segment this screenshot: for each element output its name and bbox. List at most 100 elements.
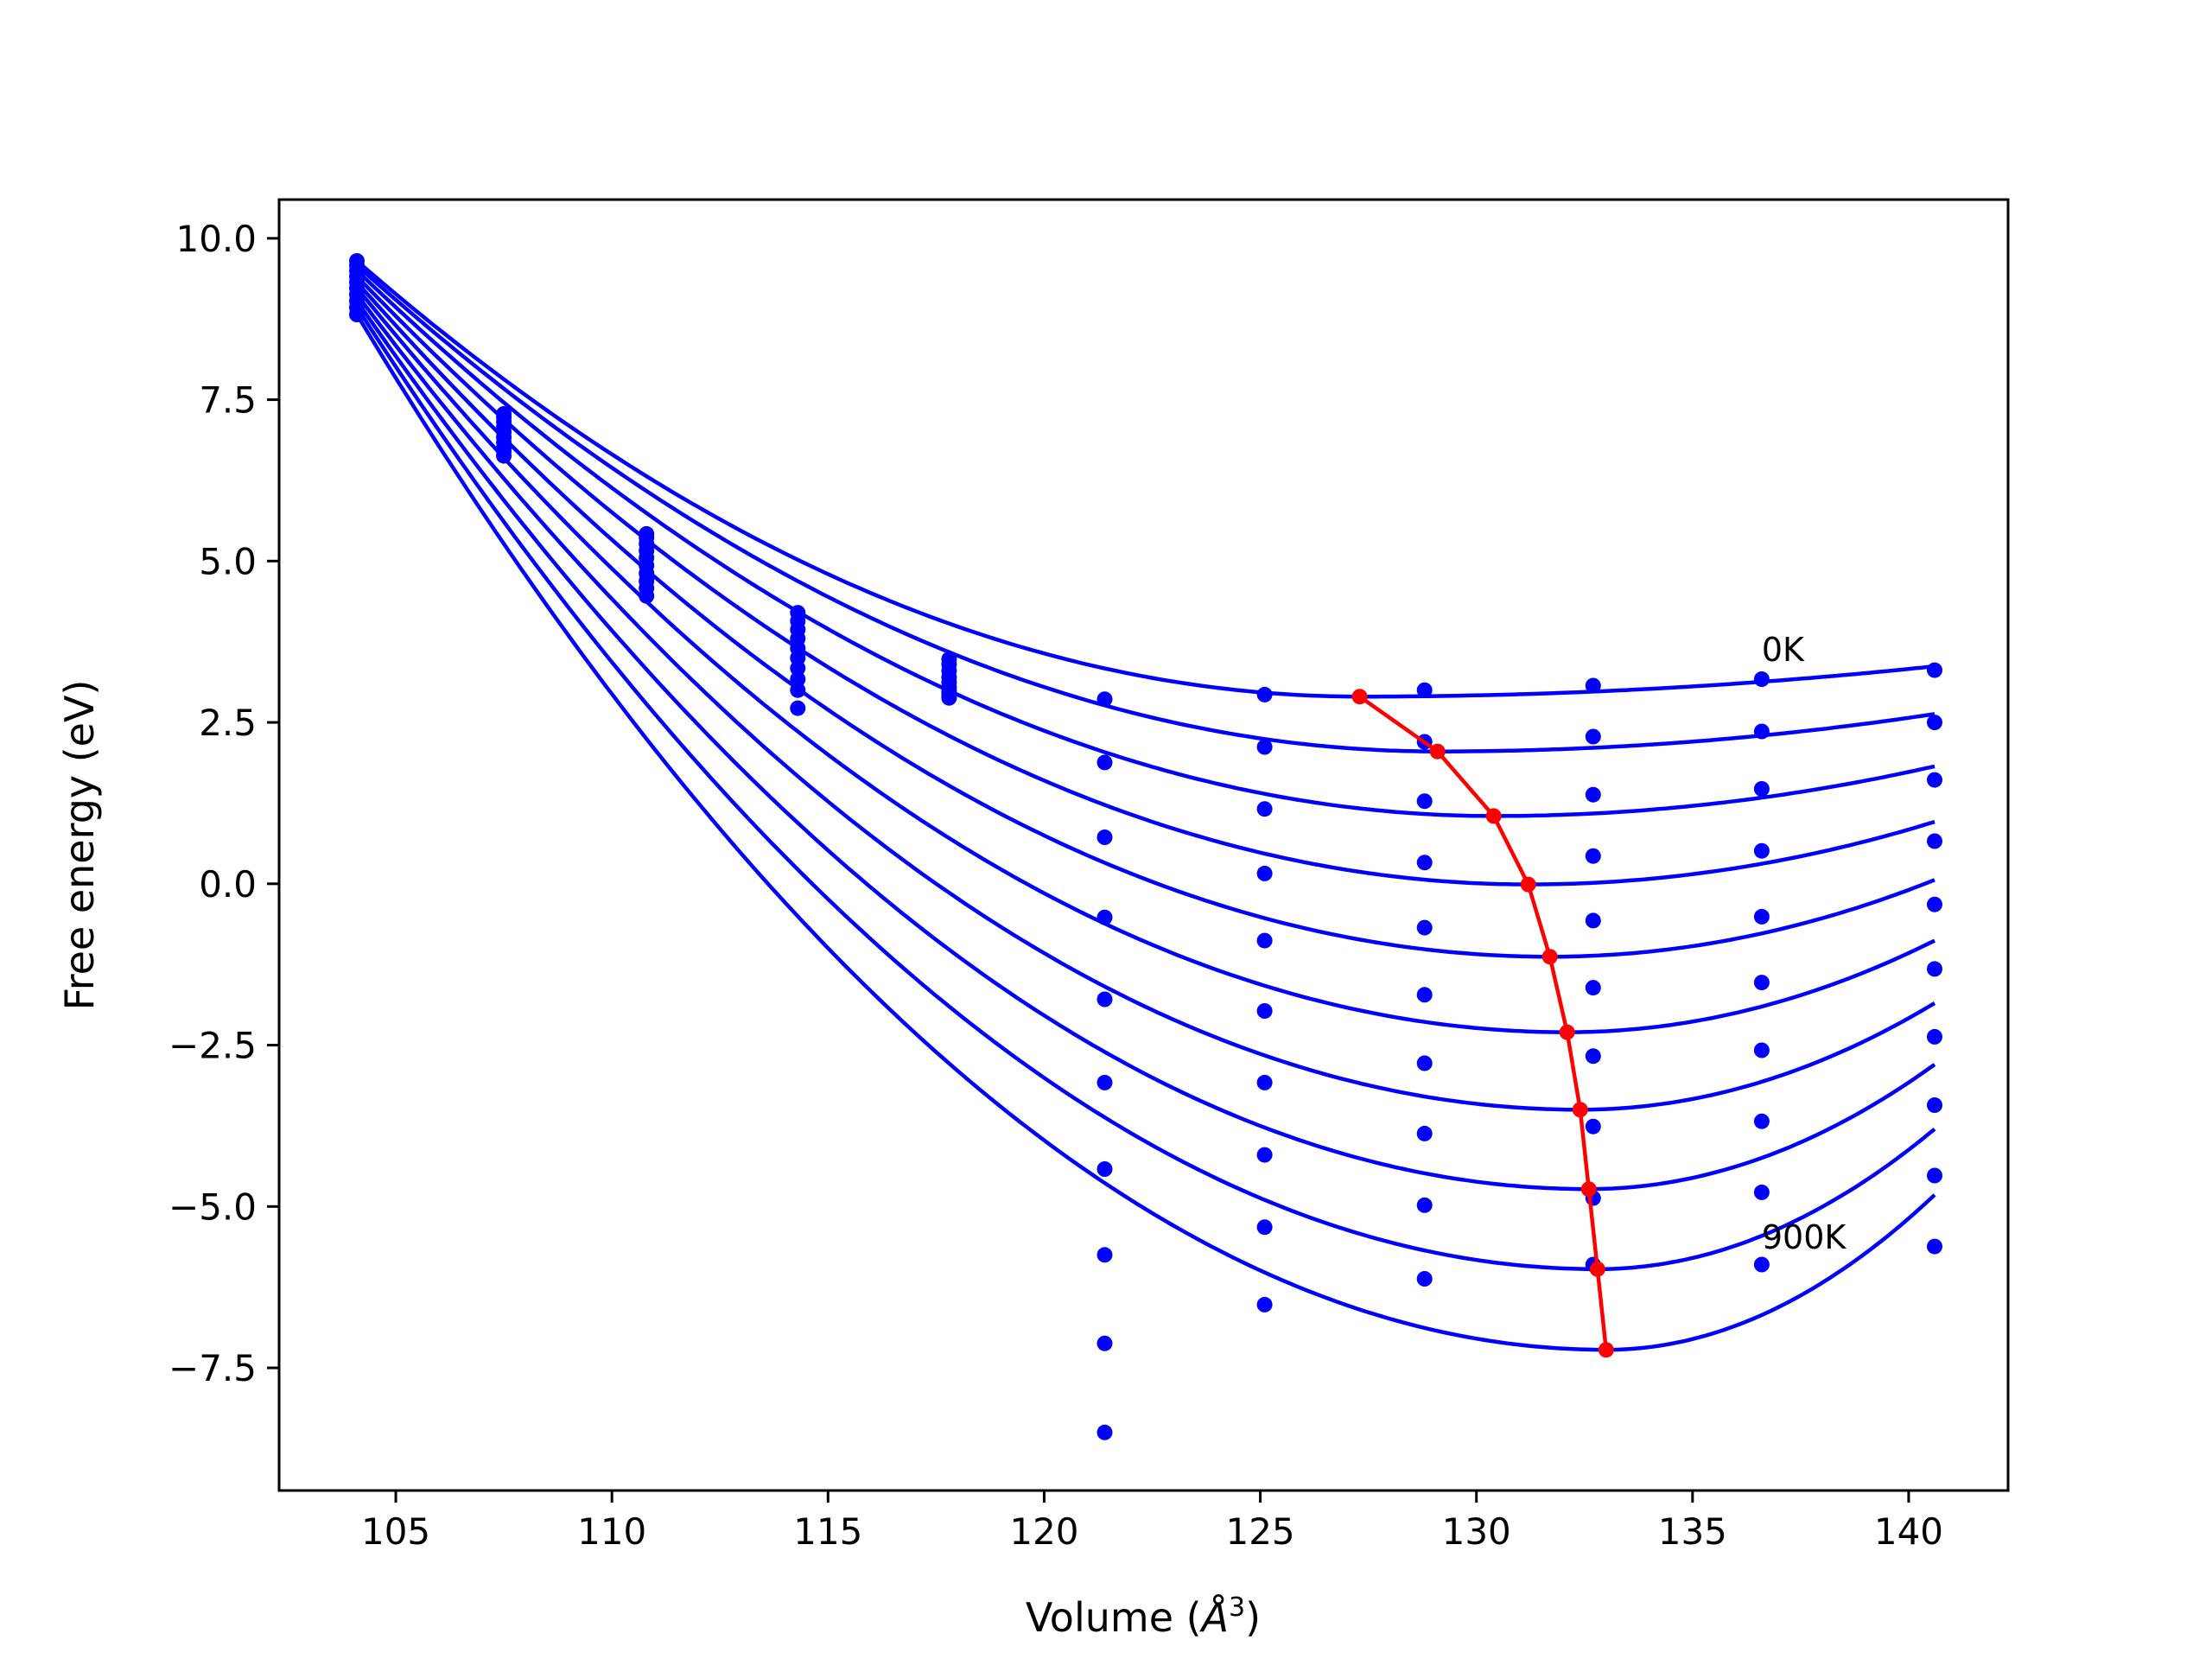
minimum-point <box>1541 949 1558 965</box>
minimum-point <box>1572 1102 1588 1118</box>
data-point <box>1256 932 1273 949</box>
minimum-point <box>1589 1261 1605 1277</box>
data-point <box>1927 715 1942 731</box>
data-point <box>1256 1147 1273 1163</box>
data-point <box>1416 1125 1433 1141</box>
y-tick-label: 7.5 <box>199 379 257 422</box>
data-point <box>1096 1424 1113 1440</box>
fit-curve-6 <box>355 293 1936 1112</box>
data-point <box>1416 919 1433 936</box>
data-point <box>1096 691 1113 708</box>
data-point <box>1416 987 1433 1003</box>
data-point <box>1585 1048 1601 1065</box>
data-point <box>790 660 806 677</box>
x-tick-label: 105 <box>361 1510 430 1553</box>
data-point <box>1753 671 1770 687</box>
minimum-point <box>1580 1181 1597 1198</box>
data-point <box>1096 1161 1113 1177</box>
data-point <box>1256 1003 1273 1019</box>
minimum-point <box>1520 876 1536 893</box>
data-point <box>1585 677 1601 694</box>
y-axis-ticks: −7.5 −5.0 −2.5 0.0 2.5 5.0 7.5 10.0 <box>168 218 279 1389</box>
data-point <box>1256 739 1273 755</box>
x-axis-ticks: 105 110 115 120 125 130 135 140 <box>361 1491 1943 1553</box>
x-tick-label: 115 <box>793 1510 862 1553</box>
data-point <box>1096 1074 1113 1090</box>
minimum-point <box>1429 743 1446 760</box>
data-point <box>1416 855 1433 871</box>
data-point <box>1753 975 1770 991</box>
data-point <box>1927 896 1942 912</box>
data-point <box>1753 723 1770 740</box>
minimum-path <box>1351 689 1614 1358</box>
data-point <box>1927 1028 1942 1045</box>
data-point <box>1753 1256 1770 1273</box>
data-point <box>1927 833 1942 849</box>
y-axis-title: Free energy (eV) <box>56 680 103 1011</box>
data-points <box>349 253 1942 1440</box>
annotation-label: 0K <box>1762 631 1805 669</box>
fit-curve-0 <box>355 259 1936 699</box>
data-point <box>790 682 806 698</box>
minimum-point <box>1559 1024 1575 1040</box>
x-tick-label: 130 <box>1442 1510 1511 1553</box>
data-point <box>1585 786 1601 803</box>
x-tick-label: 140 <box>1874 1510 1943 1553</box>
data-point <box>349 307 365 322</box>
data-point <box>1096 991 1113 1007</box>
data-point <box>1753 842 1770 859</box>
x-tick-label: 135 <box>1658 1510 1727 1553</box>
data-point <box>1256 865 1273 881</box>
data-point <box>1927 662 1942 678</box>
y-tick-label: −2.5 <box>168 1025 257 1067</box>
fit-curve-8 <box>355 306 1936 1272</box>
data-point <box>1753 908 1770 925</box>
data-point <box>1256 1074 1273 1090</box>
data-point <box>1585 980 1601 996</box>
data-point <box>1585 728 1601 745</box>
data-point <box>1096 830 1113 845</box>
data-point <box>1585 1118 1601 1135</box>
annotation-label: 900K <box>1762 1218 1847 1256</box>
fit-curve-7 <box>355 300 1936 1192</box>
data-point <box>790 671 806 687</box>
data-point <box>1256 1296 1273 1313</box>
x-axis-title: Volume (Å3) <box>1026 1592 1261 1641</box>
y-tick-label: 10.0 <box>175 218 257 260</box>
data-point <box>1927 1097 1942 1113</box>
data-point <box>1753 1042 1770 1058</box>
x-tick-label: 120 <box>1009 1510 1078 1553</box>
fit-curve-4 <box>355 281 1936 959</box>
fit-curve-2 <box>355 269 1936 818</box>
fit-curves <box>355 259 1936 1352</box>
data-point <box>1416 1271 1433 1287</box>
data-point <box>941 690 957 706</box>
data-point <box>496 448 512 464</box>
data-point <box>1585 912 1601 929</box>
data-point <box>1753 1184 1770 1200</box>
fit-curve-5 <box>355 286 1936 1034</box>
x-axis-unit: Å <box>1199 1594 1229 1641</box>
data-point <box>1927 772 1942 788</box>
x-tick-label: 125 <box>1225 1510 1294 1553</box>
y-tick-label: 2.5 <box>199 702 257 744</box>
data-point <box>1096 754 1113 771</box>
data-point <box>1416 1197 1433 1213</box>
data-point <box>1256 801 1273 817</box>
data-point <box>1927 961 1942 977</box>
data-point <box>1416 1055 1433 1071</box>
plot-frame <box>277 198 2010 1492</box>
data-point <box>1416 682 1433 698</box>
data-point <box>1256 686 1273 702</box>
data-point <box>1753 781 1770 797</box>
y-tick-label: 0.0 <box>199 863 257 906</box>
data-point <box>1585 848 1601 864</box>
minimum-point <box>1598 1342 1614 1358</box>
minimum-point <box>1351 689 1368 705</box>
data-point <box>1256 1219 1273 1236</box>
y-tick-label: 5.0 <box>199 540 257 582</box>
data-point <box>639 588 655 604</box>
minimum-point <box>1485 808 1502 824</box>
data-point <box>1416 793 1433 810</box>
